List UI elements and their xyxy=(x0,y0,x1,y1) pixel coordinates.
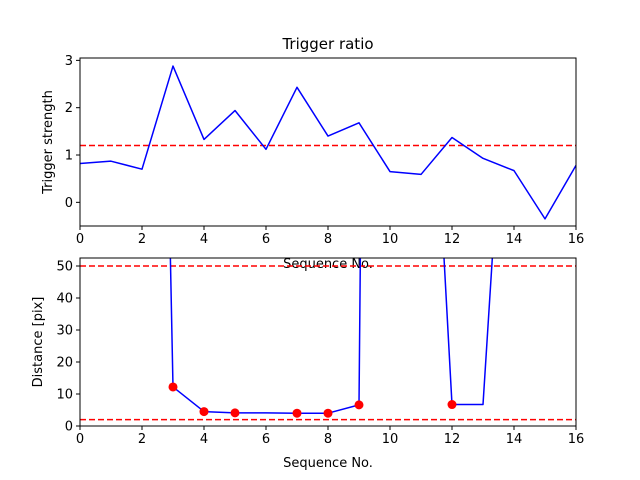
series-line xyxy=(80,65,576,220)
x-tick-label: 0 xyxy=(76,232,84,247)
data-point xyxy=(292,408,302,418)
x-axis-label: Sequence No. xyxy=(283,456,373,471)
y-tick-label: 10 xyxy=(56,388,73,403)
x-tick-label: 16 xyxy=(568,432,585,447)
x-tick-label: 6 xyxy=(262,432,270,447)
x-tick-label: 12 xyxy=(444,432,461,447)
y-tick-label: 0 xyxy=(65,420,73,435)
plot-area xyxy=(80,65,576,220)
x-axis-label: Sequence No. xyxy=(283,257,373,272)
data-point xyxy=(323,408,333,418)
x-tick-label: 4 xyxy=(200,432,208,447)
x-tick-label: 6 xyxy=(262,232,270,247)
data-point xyxy=(230,408,240,418)
x-tick-label: 2 xyxy=(138,232,146,247)
y-tick-label: 30 xyxy=(56,324,73,339)
axes-frame xyxy=(79,57,577,227)
y-tick-label: 2 xyxy=(65,101,73,116)
axes-frame xyxy=(79,257,577,427)
x-tick-label: 2 xyxy=(138,432,146,447)
data-point xyxy=(168,382,178,392)
x-tick-label: 0 xyxy=(76,432,84,447)
x-tick-label: 4 xyxy=(200,232,208,247)
data-point xyxy=(354,400,364,410)
data-point xyxy=(199,407,209,417)
x-tick-label: 14 xyxy=(506,232,523,247)
y-tick-label: 1 xyxy=(65,149,73,164)
x-tick-label: 14 xyxy=(506,432,523,447)
x-tick-label: 10 xyxy=(382,432,399,447)
y-axis-label: Trigger strength xyxy=(41,90,56,195)
y-tick-label: 0 xyxy=(65,196,73,211)
y-axis-label: Distance [pix] xyxy=(31,297,46,388)
chart-title: Trigger ratio xyxy=(281,35,373,53)
data-point xyxy=(447,400,457,410)
y-tick-label: 40 xyxy=(56,292,73,307)
x-tick-label: 10 xyxy=(382,232,399,247)
y-tick-label: 50 xyxy=(56,260,73,275)
x-tick-label: 12 xyxy=(444,232,461,247)
x-tick-label: 8 xyxy=(324,232,332,247)
y-tick-label: 20 xyxy=(56,356,73,371)
distance-chart: 0 2 4 6 8 10 12 14 16 0 10 20 30 40 50 Sequence No. Di… xyxy=(31,257,584,471)
x-tick-label: 16 xyxy=(568,232,585,247)
axes: 0 2 4 6 8 10 12 14 16 0 10 20 30 40 50 xyxy=(56,260,584,448)
plot-area xyxy=(80,258,576,421)
y-tick-label: 3 xyxy=(65,54,73,69)
x-tick-label: 8 xyxy=(324,432,332,447)
